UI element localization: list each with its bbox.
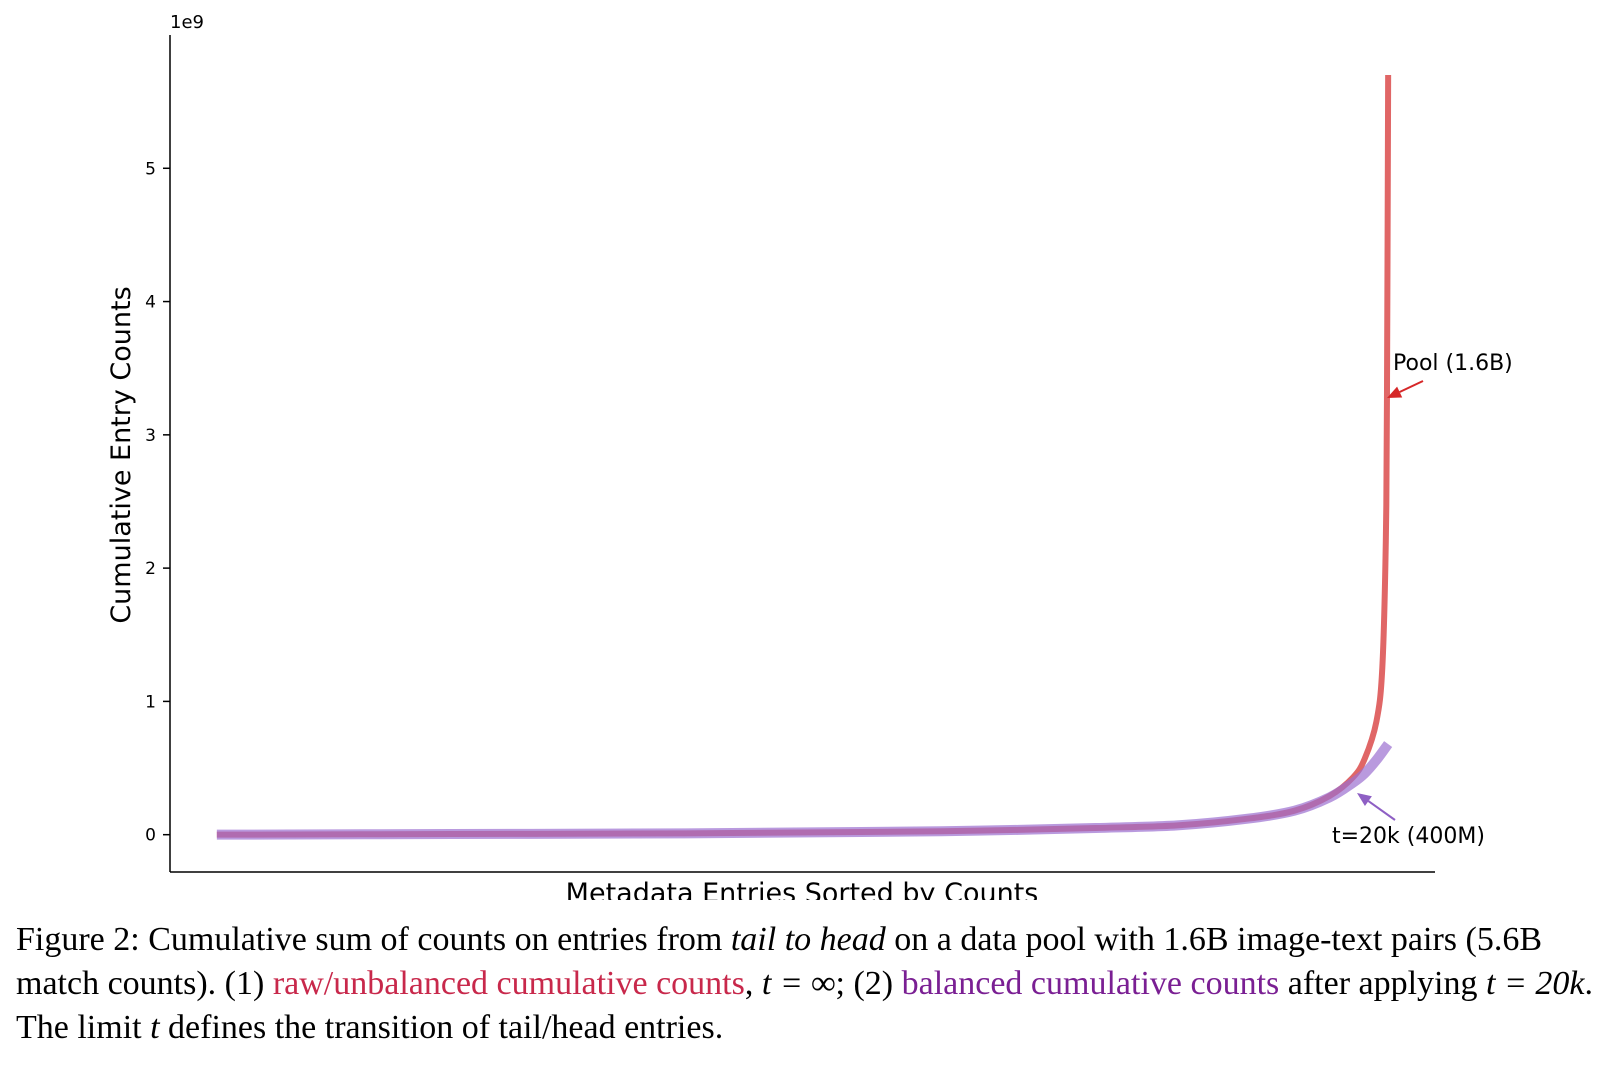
series-layer <box>216 74 1393 840</box>
caption-mid4: after applying <box>1279 965 1487 1002</box>
y-tick-label: 2 <box>145 559 156 579</box>
pool-annotation-arrowhead <box>1387 386 1403 398</box>
pool-series-line <box>216 74 1392 838</box>
caption-mid3: ; (2) <box>835 965 902 1002</box>
balanced-series-line <box>216 741 1393 840</box>
pool-annotation-label: Pool (1.6B) <box>1393 351 1513 376</box>
annotation-layer: Pool (1.6B) t=20k (400M) <box>1332 351 1513 849</box>
caption-mid2: , <box>744 965 762 1002</box>
caption-mid1: on a data pool with 1.6B image-text pair… <box>16 921 1543 1002</box>
pool-annotation-arrow <box>1399 380 1424 393</box>
x-axis-label: Metadata Entries Sorted by Counts <box>566 878 1039 900</box>
caption-math-t: t <box>150 1009 160 1046</box>
cumulative-counts-chart: 0 1 2 3 4 5 Pool (1.6B) t=20k (400M) 1e9 Cumu… <box>106 12 1513 900</box>
balanced-annotation-arrow <box>1367 800 1396 821</box>
y-axis-label: Cumulative Entry Counts <box>106 286 137 623</box>
y-tick-label: 5 <box>145 159 156 179</box>
caption-math-t-infinity: t = ∞ <box>761 965 836 1002</box>
caption-prefix: Figure 2: Cumulative sum of counts on en… <box>16 921 731 958</box>
y-tick-label: 1 <box>145 692 156 712</box>
caption-raw-counts: raw/unbalanced cumulative counts <box>272 965 745 1002</box>
caption-balanced-counts: balanced cumulative counts <box>901 965 1280 1002</box>
y-tick-label: 3 <box>145 426 156 446</box>
caption-mid5: . The limit <box>16 965 1593 1046</box>
caption-italic-tail-to-head: tail to head <box>730 921 886 958</box>
balanced-annotation-label: t=20k (400M) <box>1332 824 1485 849</box>
balanced-annotation-arrowhead <box>1357 793 1372 806</box>
y-tick-label: 4 <box>145 293 156 313</box>
figure-caption: Figure 2: Cumulative sum of counts on en… <box>16 918 1606 1050</box>
y-ticks: 0 1 2 3 4 5 <box>145 159 170 846</box>
caption-suffix: defines the transition of tail/head entr… <box>159 1009 724 1046</box>
caption-math-t-20k: t = 20k <box>1486 965 1585 1002</box>
axes <box>169 35 1435 873</box>
y-tick-label: 0 <box>145 826 156 846</box>
y-scale-label: 1e9 <box>170 12 204 33</box>
